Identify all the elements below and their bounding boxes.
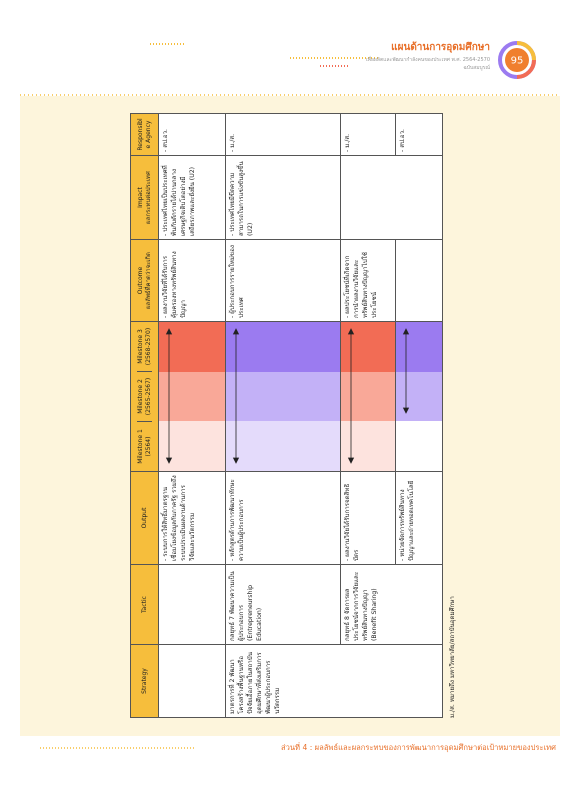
milestone-title: Milestone 2 (137, 379, 145, 414)
row: มาตรการที่ 2 พัฒนาโครงสร้างพื้นฐานหรือปั… (225, 113, 443, 718)
milestone: Milestone 2 (2565-2567) (137, 371, 152, 421)
header-cell: Responsible Agency (130, 113, 159, 156)
milestone-cell (340, 321, 396, 472)
header-title: Outcome (137, 266, 145, 295)
cell: - ผู้ประกอบการรายใหม่ของประเทศ (225, 239, 341, 322)
cell: กลยุทธ์ 7 พัฒนาความเป็นผู้ประกอบการ (Ent… (225, 564, 341, 645)
footer-decor (40, 747, 195, 749)
cell: - หน่วยจัดการทรัพย์สินทางปัญญาและถ่ายทอด… (395, 471, 443, 565)
header-decor (20, 43, 560, 96)
row: กลยุทธ์ 8 จัดการผลประโยชน์จากการวิจัยและ… (340, 113, 443, 718)
header-cell: Tactic (130, 564, 159, 645)
header-cell: Impact ผลกระทบต่อประเทศ (130, 155, 159, 240)
ring (516, 59, 536, 79)
cell: - ผลงานวิจัยที่ได้รับการคุ้มครองทางทรัพย… (158, 239, 226, 322)
arrow (165, 328, 173, 464)
ring (516, 41, 536, 61)
cell: - ม./ส. (225, 113, 341, 156)
rotated-table: Strategy Tactic Output Milestone 1 (2564)… (130, 112, 460, 718)
header-title: แผนด้านการอุดมศึกษา (391, 42, 490, 53)
cell: กลยุทธ์ 8 จัดการผลประโยชน์จากการวิจัยและ… (340, 564, 443, 645)
arrow (232, 328, 240, 464)
arrow-line (347, 328, 355, 464)
header-edition: ฉบับสมบูรณ์ (463, 65, 490, 71)
cell (158, 644, 226, 718)
milestone-headers: Milestone 1 (2564) Milestone 2 (2565-2567)… (137, 322, 152, 471)
cell: - ผลประโยชน์ที่เกิดจากการนำผลงานวิจัยและ… (340, 239, 396, 322)
arrow-line (402, 328, 410, 414)
cell: มาตรการที่ 2 พัฒนาโครงสร้างพื้นฐานหรือปั… (225, 644, 443, 718)
milestone-years: (2564) (144, 436, 152, 457)
page-badge: 95 (498, 41, 536, 79)
arrow (347, 328, 355, 464)
table: Strategy Tactic Output Milestone 1 (2564)… (130, 113, 443, 718)
header-cell: Strategy (130, 644, 159, 718)
cell (340, 155, 443, 240)
page-number: 95 (511, 56, 524, 67)
header-subtitle: ผลกระทบต่อประเทศ (144, 171, 152, 224)
milestone-title: Milestone 3 (137, 329, 145, 364)
cell: - ระบบการให้สิทธิ์มาตรฐานเชื่อมโยงข้อมูล… (158, 471, 226, 565)
cell: - ประเทศไทยเป็นประเทศที่พ้นกับดักรายได้ป… (158, 155, 226, 240)
arrow-line (232, 328, 240, 464)
row: - หน่วยจัดการทรัพย์สินทางปัญญาและถ่ายทอด… (395, 113, 443, 718)
table-note: ม./ส. หมายถึง มหาวิทยาลัย/สถาบันอุดมศึกษ… (449, 596, 456, 718)
milestone-title: Milestone 1 (137, 429, 145, 464)
cell: - หลักสูตรด้านการพัฒนาทักษะความเป็นผู้ปร… (225, 471, 341, 565)
footer-text: ส่วนที่ 4 : ผลลัพธ์และผลกระทบของการพัฒนา… (280, 743, 556, 752)
header-cell: Outcome ผลลัพธ์ที่คาดว่าจะเกิด (130, 239, 159, 322)
milestone-years: (2568-2570) (144, 327, 152, 366)
header-cell: Output (130, 471, 159, 565)
arrow-line (165, 328, 173, 464)
cell (395, 239, 443, 322)
cell: - สป.อว. (395, 113, 443, 156)
header-subtitle: ผลลัพธ์ที่คาดว่าจะเกิด (144, 252, 152, 309)
milestone-cell (225, 321, 341, 472)
milestone-cell (158, 321, 226, 472)
cell: - สป.อว. (158, 113, 226, 156)
arrow (402, 328, 410, 414)
row: - ระบบการให้สิทธิ์มาตรฐานเชื่อมโยงข้อมูล… (158, 113, 226, 718)
milestone-cell (395, 321, 443, 472)
cell: - ผลงานวิจัยได้รับการจดสิทธิบัตร (340, 471, 396, 565)
cell: - ประเทศไทยมีขีดความสามารถในการแข่งขันสู… (225, 155, 341, 240)
badge (505, 48, 529, 72)
milestone: Milestone 1 (2564) (137, 421, 152, 471)
cell (158, 564, 226, 645)
cell: - ม./ส. (340, 113, 396, 156)
milestone-years: (2565-2567) (144, 377, 152, 416)
milestone: Milestone 3 (2568-2570) (137, 322, 151, 371)
header-row: Strategy Tactic Output Milestone 1 (2564)… (130, 113, 159, 718)
header-subtitle: เพื่อผลิตและพัฒนากำลังคนของประเทศ พ.ศ. 2… (365, 57, 490, 63)
header-title: Impact (137, 187, 145, 208)
header-cell: Milestone 1 (2564) Milestone 2 (2565-2567)… (130, 321, 159, 472)
